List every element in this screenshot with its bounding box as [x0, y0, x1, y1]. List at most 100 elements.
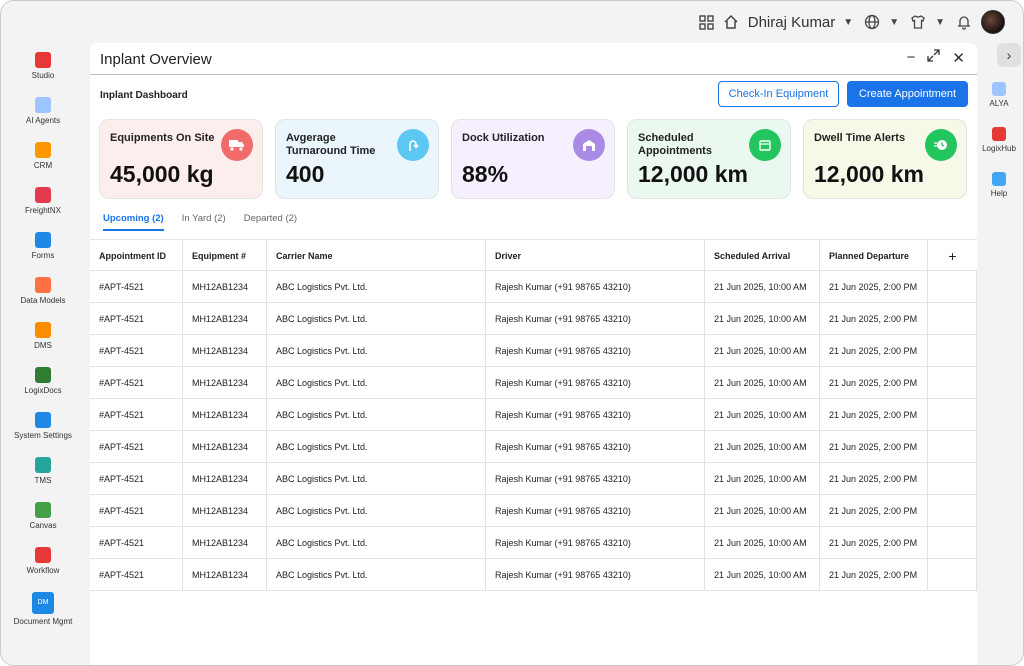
clock-alert-icon — [925, 129, 957, 161]
table-row[interactable]: #APT-4521 MH12AB1234 ABC Logistics Pvt. Lt… — [90, 399, 977, 431]
sidebar-item-logixdocs[interactable]: LogixDocs — [1, 367, 85, 395]
kpi-value: 12,000 km — [814, 161, 924, 187]
table-row[interactable]: #APT-4521 MH12AB1234 ABC Logistics Pvt. Lt… — [90, 367, 977, 399]
kpi-label: Dwell Time Alerts — [814, 132, 906, 144]
table-cell-planned-departure: 21 Jun 2025, 2:00 PM — [820, 495, 928, 527]
right-sidebar-item-label: Help — [990, 189, 1008, 198]
sidebar-item-system-settings[interactable]: System Settings — [1, 412, 85, 440]
table-cell-equipment: MH12AB1234 — [183, 399, 267, 431]
turnaround-icon — [397, 129, 429, 161]
tab-upcoming-2[interactable]: Upcoming (2) — [103, 213, 164, 231]
sidebar-item-document-mgmt[interactable]: DM Document Mgmt — [1, 592, 85, 626]
sidebar-item-forms[interactable]: Forms — [1, 232, 85, 260]
calendar-icon — [749, 129, 781, 161]
shirt-icon[interactable] — [909, 13, 927, 31]
table-row[interactable]: #APT-4521 MH12AB1234 ABC Logistics Pvt. Lt… — [90, 527, 977, 559]
minimize-icon[interactable]: − — [906, 49, 916, 66]
column-header-appointment-id[interactable]: Appointment ID — [90, 240, 183, 272]
kpi-card-scheduled-appointments[interactable]: Scheduled Appointments 12,000 km — [627, 119, 791, 199]
sidebar-item-canvas[interactable]: Canvas — [1, 502, 85, 530]
table-cell-scheduled-arrival: 21 Jun 2025, 10:00 AM — [705, 399, 820, 431]
tab-departed-2[interactable]: Departed (2) — [243, 213, 298, 224]
table-row[interactable]: #APT-4521 MH12AB1234 ABC Logistics Pvt. Lt… — [90, 303, 977, 335]
right-sidebar-item-help[interactable]: Help — [975, 172, 1023, 198]
table-cell-scheduled-arrival: 21 Jun 2025, 10:00 AM — [705, 367, 820, 399]
table-cell-carrier-name: ABC Logistics Pvt. Ltd. — [267, 495, 486, 527]
column-header-planned-departure[interactable]: Planned Departure — [820, 240, 928, 272]
kpi-card-equipments-on-site[interactable]: Equipments On Site 45,000 kg — [99, 119, 263, 199]
column-header-scheduled-arrival[interactable]: Scheduled Arrival — [705, 240, 820, 272]
sidebar-item-label: CRM — [33, 161, 53, 170]
sidebar-item-ai-agents[interactable]: AI Agents — [1, 97, 85, 125]
table-cell-scheduled-arrival: 21 Jun 2025, 10:00 AM — [705, 559, 820, 591]
table-cell-scheduled-arrival: 21 Jun 2025, 10:00 AM — [705, 271, 820, 303]
table-cell-scheduled-arrival: 21 Jun 2025, 10:00 AM — [705, 303, 820, 335]
create-appointment-button[interactable]: Create Appointment — [847, 81, 968, 107]
table-row[interactable]: #APT-4521 MH12AB1234 ABC Logistics Pvt. Lt… — [90, 431, 977, 463]
tms-icon — [35, 457, 51, 473]
kpi-value: 12,000 km — [638, 161, 748, 187]
table-cell-scheduled-arrival: 21 Jun 2025, 10:00 AM — [705, 495, 820, 527]
table-cell-equipment: MH12AB1234 — [183, 271, 267, 303]
table-row[interactable]: #APT-4521 MH12AB1234 ABC Logistics Pvt. Lt… — [90, 495, 977, 527]
grid-icon[interactable] — [698, 13, 716, 31]
table-cell-appointment-id: #APT-4521 — [90, 271, 183, 303]
sidebar-item-data-models[interactable]: Data Models — [1, 277, 85, 305]
help-icon — [992, 172, 1006, 186]
sidebar-item-studio[interactable]: Studio — [1, 52, 85, 80]
dashboard-label: Inplant Dashboard — [100, 90, 188, 101]
crm-icon — [35, 142, 51, 158]
close-icon[interactable]: ✕ — [952, 50, 965, 67]
right-sidebar-item-logixhub[interactable]: LogixHub — [975, 127, 1023, 153]
add-column-button[interactable]: + — [948, 248, 957, 264]
column-header-carrier-name[interactable]: Carrier Name — [267, 240, 486, 272]
kpi-card-dwell-time-alerts[interactable]: Dwell Time Alerts 12,000 km — [803, 119, 967, 199]
table-row[interactable]: #APT-4521 MH12AB1234 ABC Logistics Pvt. Lt… — [90, 463, 977, 495]
table-row[interactable]: #APT-4521 MH12AB1234 ABC Logistics Pvt. Lt… — [90, 559, 977, 591]
table-cell-spacer — [928, 367, 977, 399]
sidebar-item-tms[interactable]: TMS — [1, 457, 85, 485]
table-row[interactable]: #APT-4521 MH12AB1234 ABC Logistics Pvt. Lt… — [90, 271, 977, 303]
theme-chevron-icon[interactable]: ▼ — [935, 16, 945, 28]
expand-icon[interactable] — [927, 49, 941, 67]
check-in-equipment-button[interactable]: Check-In Equipment — [718, 81, 839, 107]
sidebar-item-freightnx[interactable]: FreightNX — [1, 187, 85, 215]
table-cell-planned-departure: 21 Jun 2025, 2:00 PM — [820, 303, 928, 335]
user-name[interactable]: Dhiraj Kumar — [747, 13, 836, 31]
sidebar-item-dms[interactable]: DMS — [1, 322, 85, 350]
sidebar-item-label: Data Models — [20, 296, 66, 305]
tab-in-yard-2[interactable]: In Yard (2) — [181, 213, 226, 224]
chevron-right-icon[interactable]: › — [997, 43, 1021, 67]
globe-icon[interactable] — [863, 13, 881, 31]
kpi-value: 45,000 kg — [110, 161, 214, 187]
canvas-icon — [35, 502, 51, 518]
sidebar-item-label: Document Mgmt — [13, 617, 73, 626]
table-cell-appointment-id: #APT-4521 — [90, 335, 183, 367]
kpi-card-dock-utilization[interactable]: Dock Utilization 88% — [451, 119, 615, 199]
column-header-equipment[interactable]: Equipment # — [183, 240, 267, 272]
table-cell-spacer — [928, 271, 977, 303]
freightnx-icon — [35, 187, 51, 203]
table-cell-carrier-name: ABC Logistics Pvt. Ltd. — [267, 399, 486, 431]
home-icon[interactable] — [722, 13, 740, 31]
column-header-driver[interactable]: Driver — [486, 240, 705, 272]
table-row[interactable]: #APT-4521 MH12AB1234 ABC Logistics Pvt. Lt… — [90, 335, 977, 367]
right-sidebar-item-alya[interactable]: ALYA — [975, 82, 1023, 108]
kpi-label: Avgerage Turnaround Time — [286, 132, 376, 157]
language-chevron-icon[interactable]: ▼ — [889, 16, 900, 28]
bell-icon[interactable] — [955, 13, 973, 31]
sidebar-item-crm[interactable]: CRM — [1, 142, 85, 170]
table-cell-driver: Rajesh Kumar (+91 98765 43210) — [486, 463, 705, 495]
table-cell-driver: Rajesh Kumar (+91 98765 43210) — [486, 335, 705, 367]
user-menu-chevron-icon[interactable]: ▼ — [843, 16, 854, 28]
table-cell-scheduled-arrival: 21 Jun 2025, 10:00 AM — [705, 335, 820, 367]
sidebar-item-workflow[interactable]: Workflow — [1, 547, 85, 575]
table-cell-driver: Rajesh Kumar (+91 98765 43210) — [486, 399, 705, 431]
table-cell-driver: Rajesh Kumar (+91 98765 43210) — [486, 559, 705, 591]
avatar[interactable] — [981, 10, 1005, 34]
sidebar-item-label: Studio — [31, 71, 55, 80]
table-cell-spacer — [928, 335, 977, 367]
panel-header: Inplant Overview − ✕ — [90, 43, 977, 75]
table-cell-spacer — [928, 463, 977, 495]
kpi-card-avgerage-turnaround-time[interactable]: Avgerage Turnaround Time 400 — [275, 119, 439, 199]
